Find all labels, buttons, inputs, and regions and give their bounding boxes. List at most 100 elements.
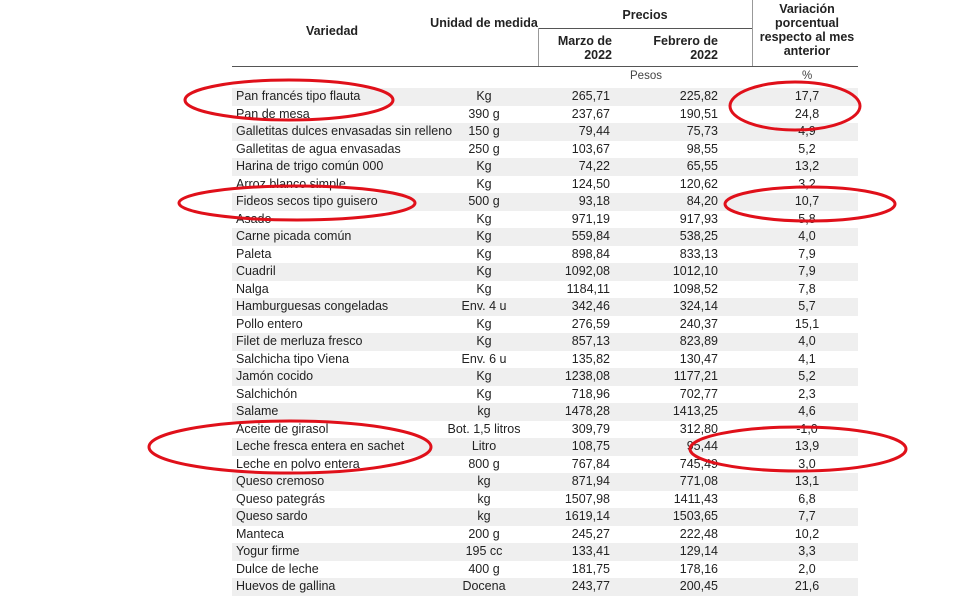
item-name: Hamburguesas congeladas <box>236 299 389 313</box>
item-name: Paleta <box>236 246 272 261</box>
item-name: Aceite de girasol <box>236 421 329 436</box>
price-february: 225,82 <box>679 89 718 103</box>
table-row: Asado Kg 971,19 917,93 5,8 <box>232 211 858 229</box>
percent-change: 24,8 <box>794 106 820 121</box>
item-unit: Litro <box>471 439 497 453</box>
item-unit: Kg <box>476 369 492 383</box>
item-unit: Kg <box>476 334 492 348</box>
price-march: 108,75 <box>571 439 610 453</box>
percent-change: 7,9 <box>798 264 816 278</box>
item-unit: 800 g <box>468 456 500 471</box>
item-name: Carne picada común <box>236 229 352 243</box>
percent-change: 21,6 <box>794 579 820 593</box>
price-february: 1503,65 <box>672 509 718 523</box>
table-row: Galletitas dulces envasadas sin relleno 1… <box>232 123 858 141</box>
price-february: 84,20 <box>686 194 718 208</box>
price-march: 79,44 <box>578 124 610 138</box>
price-february: 75,73 <box>686 124 718 138</box>
price-march: 857,13 <box>571 334 610 348</box>
table-row: Queso pategrás kg 1507,98 1411,43 6,8 <box>232 491 858 509</box>
price-march: 135,82 <box>571 351 610 366</box>
header-divider-precios <box>538 28 752 29</box>
percent-change: 7,7 <box>798 509 816 523</box>
price-march: 1184,11 <box>566 281 610 296</box>
price-march: 276,59 <box>571 316 610 331</box>
price-march: 1238,08 <box>564 369 610 383</box>
header-precios: Precios <box>622 8 668 22</box>
price-february: 745,49 <box>679 456 718 471</box>
table-row: Aceite de girasol Bot. 1,5 litros 309,79 31… <box>232 421 858 439</box>
item-name: Queso pategrás <box>236 491 325 506</box>
percent-change: 4,0 <box>798 229 816 243</box>
table-row: Dulce de leche 400 g 181,75 178,16 2,0 <box>232 561 858 579</box>
item-name: Cuadril <box>236 264 276 278</box>
item-unit: 500 g <box>468 194 500 208</box>
price-march: 93,18 <box>578 194 610 208</box>
percent-change: 6,8 <box>798 491 816 506</box>
percent-change: 5,7 <box>798 299 816 313</box>
item-unit: Env. 4 u <box>461 299 507 313</box>
percent-change: 10,2 <box>794 526 820 541</box>
price-march: 871,94 <box>571 474 610 488</box>
item-unit: 150 g <box>468 124 500 138</box>
table-row: Harina de trigo común 000 Kg 74,22 65,55 13,… <box>232 158 858 176</box>
table-row: Cuadril Kg 1092,08 1012,10 7,9 <box>232 263 858 281</box>
item-name: Jamón cocido <box>236 369 314 383</box>
table-row: Fideos secos tipo guisero 500 g 93,18 84,20… <box>232 193 858 211</box>
table-row: Pollo entero Kg 276,59 240,37 15,1 <box>232 316 858 334</box>
percent-change: 13,2 <box>794 159 820 173</box>
price-february: 200,45 <box>679 579 718 593</box>
price-february: 833,13 <box>679 246 718 261</box>
item-name: Huevos de gallina <box>236 579 336 593</box>
item-name: Harina de trigo común 000 <box>236 159 384 173</box>
table-row: Galletitas de agua envasadas 250 g 103,67 9… <box>232 141 858 159</box>
item-unit: kg <box>477 491 491 506</box>
table-row: Nalga Kg 1184,11 1098,52 7,8 <box>232 281 858 299</box>
percent-change: 5,2 <box>798 369 816 383</box>
item-name: Filet de merluza fresco <box>236 334 363 348</box>
item-unit: Kg <box>476 281 492 296</box>
price-march: 265,71 <box>571 89 610 103</box>
percent-change: 10,7 <box>794 194 820 208</box>
percent-change: 4,0 <box>798 334 816 348</box>
item-unit: Kg <box>476 316 492 331</box>
table-row: Huevos de gallina Docena 243,77 200,45 21,6 <box>232 578 858 596</box>
price-february: 65,55 <box>686 159 718 173</box>
header-variedad: Variedad <box>305 24 359 38</box>
price-march: 559,84 <box>571 229 610 243</box>
item-unit: Docena <box>462 579 506 593</box>
price-february: 1012,10 <box>672 264 718 278</box>
percent-change: 4,6 <box>798 404 816 418</box>
table-row: Pan de mesa 390 g 237,67 190,51 24,8 <box>232 106 858 124</box>
item-unit: 195 cc <box>465 544 503 558</box>
price-march: 1507,98 <box>564 491 610 506</box>
price-march: 237,67 <box>571 106 610 121</box>
price-february: 917,93 <box>679 211 718 226</box>
item-unit: Kg <box>476 229 492 243</box>
column-divider <box>752 0 753 66</box>
item-name: Dulce de leche <box>236 561 319 576</box>
item-name: Salchicha tipo Viena <box>236 351 350 366</box>
table-row: Salchichón Kg 718,96 702,77 2,3 <box>232 386 858 404</box>
price-march: 181,75 <box>571 561 610 576</box>
percent-change: 15,1 <box>794 316 820 331</box>
item-unit: kg <box>477 404 491 418</box>
header-marzo: Marzo de 2022 <box>557 34 612 62</box>
item-name: Leche en polvo entera <box>236 456 360 471</box>
price-february: 771,08 <box>679 474 718 488</box>
unit-label-percent: % <box>802 70 813 82</box>
item-name: Salame <box>236 404 279 418</box>
price-february: 178,16 <box>679 561 718 576</box>
percent-change: 7,9 <box>798 246 816 261</box>
price-february: 823,89 <box>679 334 718 348</box>
table-body: Pan francés tipo flauta Kg 265,71 225,82 17,… <box>232 88 858 596</box>
price-february: 120,62 <box>679 176 718 191</box>
price-february: 1413,25 <box>672 404 718 418</box>
percent-change: 17,7 <box>794 89 820 103</box>
percent-change: 3,3 <box>798 544 816 558</box>
item-unit: 390 g <box>468 106 500 121</box>
item-unit: Kg <box>476 264 492 278</box>
item-name: Asado <box>236 211 272 226</box>
table-row: Salame kg 1478,28 1413,25 4,6 <box>232 403 858 421</box>
table-row: Hamburguesas congeladas Env. 4 u 342,46 324… <box>232 298 858 316</box>
